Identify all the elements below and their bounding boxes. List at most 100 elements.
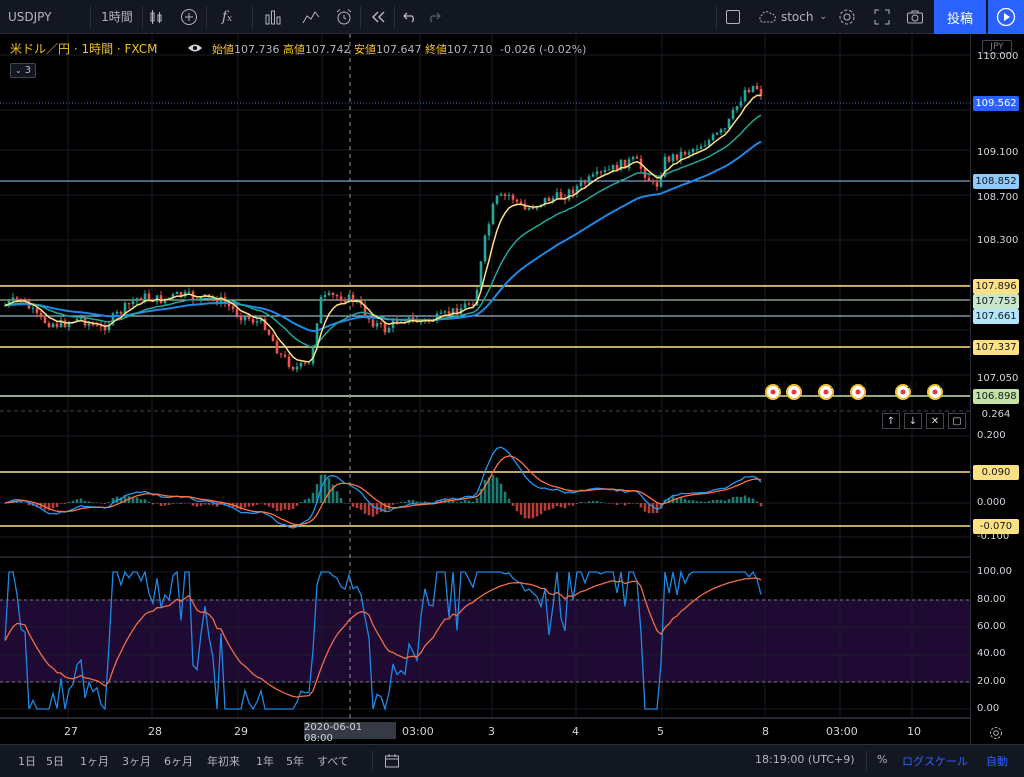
alert-button[interactable] bbox=[330, 0, 358, 33]
indicators-button[interactable]: fx bbox=[210, 0, 244, 33]
macd-histogram-bar bbox=[587, 501, 591, 503]
maximize-icon: ▢ bbox=[952, 415, 962, 427]
time-tick: 4 bbox=[572, 725, 579, 738]
macd-histogram-bar bbox=[187, 503, 191, 504]
indicators-toggle[interactable]: ⌄ 3 bbox=[10, 63, 36, 78]
stoch-k-line bbox=[4, 569, 762, 712]
candle-body bbox=[579, 181, 583, 187]
price-tick: 108.300 bbox=[977, 235, 1019, 246]
range-5y[interactable]: 5年 bbox=[286, 755, 304, 768]
macd-histogram-bar bbox=[659, 503, 663, 509]
candle-body bbox=[311, 347, 315, 364]
price-label: 107.896 bbox=[973, 279, 1019, 294]
layout-name: stoch bbox=[780, 9, 814, 24]
macd-histogram-bar bbox=[735, 496, 739, 503]
candle-body bbox=[343, 301, 347, 303]
macd-histogram-bar bbox=[67, 502, 71, 503]
price-axis[interactable] bbox=[970, 34, 1024, 718]
macd-histogram-bar bbox=[755, 501, 759, 503]
macd-histogram-bar bbox=[159, 503, 163, 506]
candle-body bbox=[527, 207, 531, 210]
gear-icon[interactable] bbox=[989, 726, 1003, 740]
macd-histogram-bar bbox=[543, 503, 547, 511]
candle-body bbox=[651, 180, 655, 183]
macd-histogram-bar bbox=[703, 501, 707, 503]
undo-button[interactable] bbox=[398, 0, 422, 33]
range-ytd[interactable]: 年初来 bbox=[207, 755, 240, 768]
publish-button[interactable]: 投稿 bbox=[934, 0, 986, 34]
close-pane-button[interactable]: ✕ bbox=[926, 413, 944, 429]
eye-icon[interactable] bbox=[187, 42, 203, 54]
auto-scale-toggle[interactable]: 自動 bbox=[986, 755, 1008, 768]
compare-button[interactable] bbox=[176, 0, 202, 33]
range-1y[interactable]: 1年 bbox=[256, 755, 274, 768]
range-1m[interactable]: 1ヶ月 bbox=[80, 755, 109, 768]
candle-body bbox=[439, 312, 443, 314]
candle-body bbox=[303, 362, 307, 364]
range-1d[interactable]: 1日 bbox=[18, 755, 36, 768]
save-layout-button[interactable]: stoch ⌄ bbox=[752, 0, 832, 33]
macd-histogram-bar bbox=[295, 503, 299, 506]
candle-body bbox=[743, 90, 747, 102]
candle-body bbox=[603, 169, 607, 172]
redo-button[interactable] bbox=[422, 0, 446, 33]
range-5d[interactable]: 5日 bbox=[46, 755, 64, 768]
macd-histogram-bar bbox=[183, 503, 187, 504]
move-down-button[interactable]: ↓ bbox=[904, 413, 922, 429]
symbol-search-button[interactable]: USDJPY bbox=[8, 0, 88, 33]
macd-pane bbox=[3, 446, 763, 529]
percent-toggle[interactable]: % bbox=[877, 753, 888, 766]
chart-style-button[interactable] bbox=[144, 0, 168, 33]
maximize-pane-button[interactable]: ▢ bbox=[948, 413, 966, 429]
time-axis[interactable] bbox=[0, 718, 970, 744]
financials-button[interactable] bbox=[258, 0, 288, 33]
move-up-button[interactable]: ↑ bbox=[882, 413, 900, 429]
candle-body bbox=[175, 292, 179, 295]
macd-histogram-bar bbox=[315, 483, 319, 503]
candle-body bbox=[751, 85, 755, 93]
candle-body bbox=[335, 294, 339, 297]
candle-body bbox=[443, 311, 447, 313]
macd-histogram-bar bbox=[423, 501, 427, 503]
macd-histogram-bar bbox=[719, 499, 723, 503]
candle-body bbox=[611, 164, 615, 170]
open-label: 始値 bbox=[212, 43, 234, 56]
fullscreen-button[interactable] bbox=[868, 0, 896, 33]
settings-button[interactable] bbox=[834, 0, 860, 33]
candle-body bbox=[655, 182, 659, 187]
macd-histogram-bar bbox=[179, 503, 183, 505]
play-button[interactable] bbox=[988, 0, 1024, 34]
macd-histogram-bar bbox=[175, 502, 179, 504]
range-3m[interactable]: 3ヶ月 bbox=[122, 755, 151, 768]
candle-body bbox=[631, 156, 635, 160]
snapshot-button[interactable] bbox=[900, 0, 930, 33]
macd-histogram-bar bbox=[715, 499, 719, 503]
range-6m[interactable]: 6ヶ月 bbox=[164, 755, 193, 768]
candle-body bbox=[667, 156, 671, 162]
range-all[interactable]: すべて bbox=[317, 755, 349, 768]
candle-body bbox=[339, 296, 343, 302]
interval-button[interactable]: 1時間 bbox=[92, 0, 142, 33]
goto-date-icon[interactable] bbox=[384, 753, 400, 769]
currency-badge[interactable]: JPY bbox=[982, 40, 1012, 54]
candle-body bbox=[707, 140, 711, 146]
replay-button[interactable] bbox=[364, 0, 392, 33]
event-markers[interactable]: 11 3 4 23 8 bbox=[765, 381, 944, 400]
macd-histogram-bar bbox=[371, 503, 375, 517]
divider bbox=[90, 6, 91, 28]
log-scale-toggle[interactable]: ログスケール bbox=[902, 755, 968, 768]
macd-histogram-bar bbox=[267, 503, 271, 507]
templates-button[interactable] bbox=[296, 0, 326, 33]
macd-histogram-bar bbox=[71, 500, 75, 503]
candle-body bbox=[719, 129, 723, 133]
macd-histogram-bar bbox=[491, 475, 495, 503]
clock[interactable]: 18:19:00 (UTC+9) bbox=[755, 753, 855, 766]
candle-body bbox=[7, 300, 11, 306]
candle-body bbox=[451, 308, 455, 316]
candle-body bbox=[63, 320, 67, 328]
horizontal-lines bbox=[0, 102, 970, 683]
chart-area[interactable]: 11 3 4 23 8 bbox=[0, 34, 970, 718]
fullscreen-layout-button[interactable] bbox=[720, 0, 746, 33]
macd-histogram-bar bbox=[691, 500, 695, 503]
close-icon: ✕ bbox=[930, 415, 940, 427]
